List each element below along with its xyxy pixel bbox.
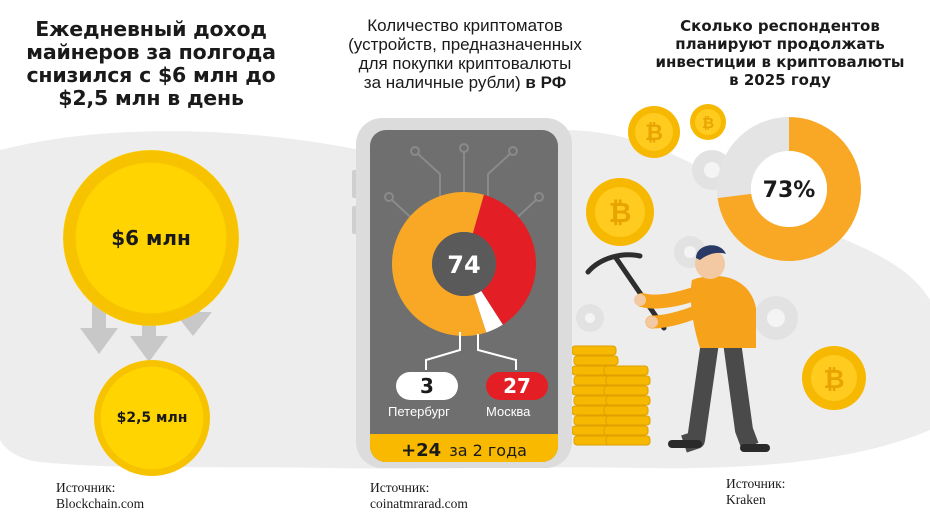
donut-hole: [751, 151, 827, 227]
growth-bar: +24 за 2 года: [370, 434, 558, 462]
growth-label: за 2 года: [449, 440, 527, 460]
connector-msk: [477, 334, 517, 370]
coin-stack-icon: [571, 345, 651, 446]
slice-moscow: [472, 194, 536, 325]
bitcoin-coin-icon: ₿: [628, 106, 680, 158]
donut-percent-label: 73%: [763, 178, 816, 203]
title-line: (устройств, предназначенных: [348, 35, 582, 54]
connector-spb: [425, 332, 461, 370]
investors-donut-chart: 73%: [717, 117, 861, 261]
svg-text:₿: ₿: [823, 365, 844, 395]
spb-value-badge: 3: [396, 372, 458, 400]
gear-icon: [576, 150, 798, 340]
bitcoin-coin-icon: ₿: [586, 178, 654, 246]
donut-total-label: 74: [447, 251, 480, 279]
title-line: за наличные рубли) в РФ: [363, 73, 567, 92]
phone-side-button: [352, 206, 358, 234]
source-label: Источник: Kraken: [726, 476, 786, 507]
growth-value: +24: [401, 439, 442, 461]
slice-petersburg: [473, 290, 503, 333]
bitcoin-coin-icon: ₿: [690, 104, 726, 140]
coin-6m: $6 млн: [63, 150, 239, 326]
atm-donut-chart: 74: [392, 192, 536, 370]
phone-side-button: [352, 170, 358, 198]
spb-label: Петербург: [388, 404, 450, 419]
source-label: Источник: coinatmrarad.com: [370, 480, 468, 511]
slice-continue: [717, 117, 861, 261]
panel-title: Количество криптоматов (устройств, предн…: [330, 16, 600, 92]
bitcoin-coin-icon: ₿: [802, 346, 866, 410]
miner-figure-icon: [585, 245, 770, 453]
title-line: Количество криптоматов: [367, 16, 563, 35]
msk-label: Москва: [486, 404, 531, 419]
svg-text:₿: ₿: [645, 121, 663, 146]
source-label: Источник: Blockchain.com: [56, 480, 145, 511]
title-line: для покупки криптовалюты: [358, 54, 572, 73]
panel-title: Сколько респондентов планируют продолжат…: [655, 17, 905, 89]
svg-text:₿: ₿: [609, 196, 632, 229]
coin-2-5m: $2,5 млн: [94, 360, 210, 476]
panel-title: Ежедневный доход майнеров за полгода сни…: [26, 17, 276, 110]
phone-screen: 74 3 Петербург 27 Москва +24 за 2 года: [370, 130, 558, 462]
slice-other: [392, 192, 487, 336]
svg-text:₿: ₿: [702, 114, 714, 132]
phone-frame: 74 3 Петербург 27 Москва +24 за 2 года: [356, 118, 572, 468]
donut-hole: [432, 232, 496, 296]
title-bold: в РФ: [525, 73, 567, 92]
coin-label: $6 млн: [111, 226, 191, 250]
coin-label: $2,5 млн: [116, 410, 188, 426]
slice-rest: [717, 117, 789, 199]
msk-value-badge: 27: [486, 372, 548, 400]
